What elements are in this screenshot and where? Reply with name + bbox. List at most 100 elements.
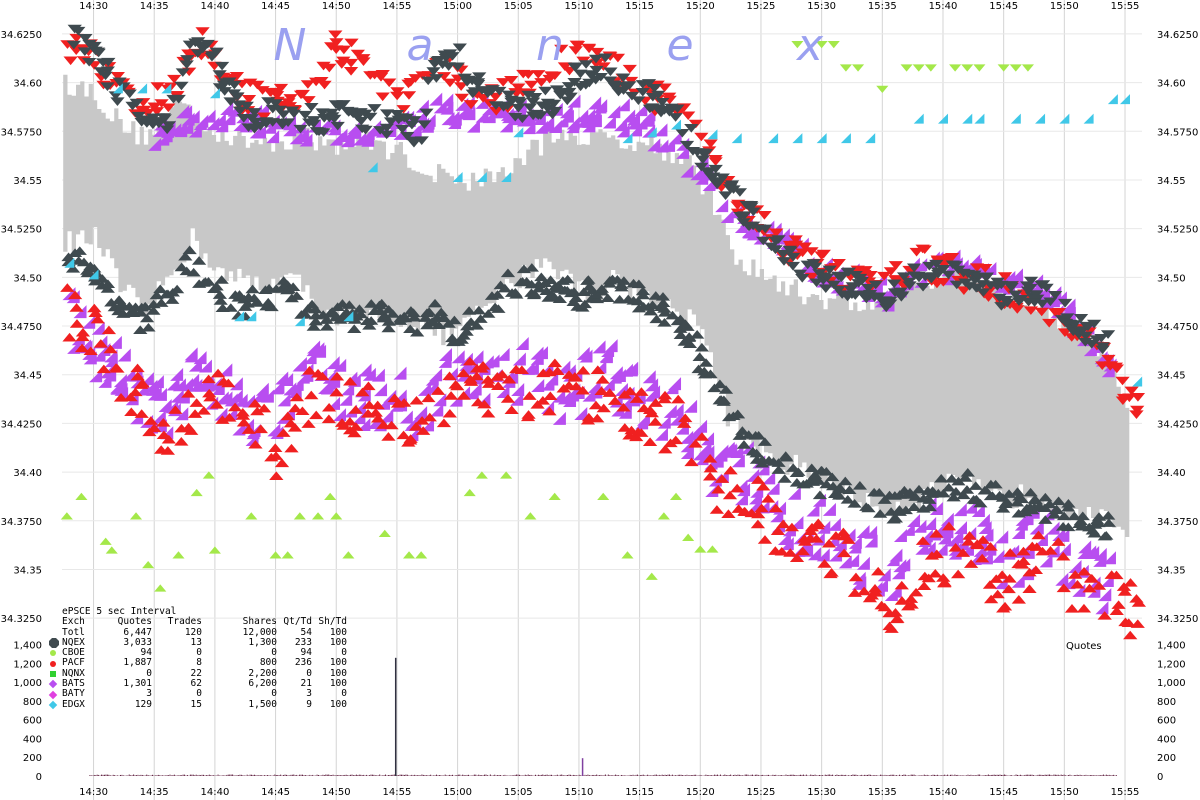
nqex-ask-marker (450, 62, 465, 72)
nqex-ask-marker (695, 155, 710, 165)
cboe-marker (99, 537, 112, 545)
nqex-bid-marker (692, 352, 707, 362)
y-tick-label: 34.35 (13, 565, 42, 576)
bats-bid-marker (734, 492, 748, 506)
bats-bid-marker (193, 351, 207, 365)
pacf-ask-marker (401, 79, 416, 89)
edgx-marker (865, 133, 876, 144)
bats-bid-marker (976, 513, 990, 527)
nqex-ask-marker (223, 97, 238, 106)
nqex-bid-marker (900, 490, 915, 499)
volume-tick-label: 600 (23, 716, 42, 727)
watermark-letter: e (666, 20, 693, 71)
bats-bid-marker (255, 386, 269, 400)
y-tick-labels-left: 34.6250 34.60 34.5750 34.55 34.5250 34.50 34.4… (1, 30, 42, 625)
nqex-bid-marker (886, 514, 901, 524)
nqex-ask-marker (445, 52, 460, 61)
bats-bid-marker (358, 363, 372, 377)
nqex-ask-marker (979, 272, 995, 282)
pacf-bid-marker (143, 416, 158, 425)
nqex-ask-marker (100, 82, 115, 91)
nqex-ask-marker (746, 207, 761, 217)
pacf-bid-marker (1130, 619, 1145, 628)
nqex-ask-marker (607, 80, 622, 90)
nqex-bid-marker (936, 488, 951, 498)
pacf-bid-marker (810, 520, 825, 530)
pacf-bid-marker (901, 601, 916, 611)
bats-ask-marker (654, 123, 668, 137)
cboe-marker (154, 584, 167, 592)
nqex-ask-marker (945, 260, 960, 270)
bats-bid-marker (393, 366, 407, 380)
nqex-ask-marker (670, 104, 685, 114)
bats-ask-marker (266, 130, 280, 144)
nqex-ask-marker (156, 113, 171, 122)
pacf-bid-marker (520, 412, 536, 422)
pacf-bid-marker (642, 405, 658, 415)
nqex-ask-marker (834, 273, 849, 283)
nqex-ask-marker (417, 120, 432, 129)
bats-bid-marker (451, 350, 465, 364)
cboe-marker (961, 64, 974, 72)
bats-bid-marker (525, 361, 539, 375)
nqex-ask-marker (896, 272, 912, 281)
pacf-bid-marker (754, 503, 769, 513)
bats-bid-marker (668, 377, 682, 391)
edgx-marker (962, 113, 973, 124)
cboe-marker (912, 64, 925, 72)
y-tick-label: 34.4250 (1, 419, 42, 430)
nqex-bid-marker (552, 294, 567, 303)
bats-ask-marker (329, 132, 343, 146)
watermark-letter: x (795, 20, 824, 71)
x-tick-label: 15:35 (868, 787, 897, 798)
bats-bid-marker (1098, 588, 1112, 602)
nqex-bid-marker (1038, 492, 1053, 502)
pacf-bid-marker (1070, 579, 1085, 589)
pacf-bid-marker (916, 581, 932, 591)
nqex-ask-marker (726, 185, 741, 194)
y-tick-label: 34.3750 (1157, 517, 1198, 528)
nqex-bid-marker (819, 467, 834, 476)
pacf-bid-marker (568, 373, 583, 382)
nqex-bid-marker (527, 289, 542, 298)
pacf-bid-marker (714, 474, 730, 483)
bats-bid-marker (374, 383, 388, 397)
nqex-ask-marker (785, 261, 801, 271)
nqex-ask-marker (563, 92, 578, 102)
cboe-marker (694, 545, 707, 553)
bats-ask-marker (295, 129, 309, 143)
cboe-marker (524, 512, 537, 520)
nqex-bid-marker (655, 292, 671, 301)
x-tick-label: 15:45 (989, 1, 1018, 12)
pacf-bid-marker (1082, 583, 1097, 593)
pacf-bid-marker (161, 434, 176, 444)
edgx-marker (1083, 113, 1094, 124)
nqex-ask-marker (525, 97, 541, 107)
pacf-bid-marker (321, 414, 337, 424)
pacf-ask-marker (401, 91, 417, 100)
pacf-bid-marker (1123, 578, 1138, 587)
pacf-bid-marker (1022, 584, 1037, 594)
pacf-bid-marker (347, 428, 362, 438)
stats-row: NQNX 0 22 2,200 0 100 (50, 668, 347, 679)
bats-bid-marker (856, 556, 870, 570)
bats-bid-marker (277, 393, 291, 407)
bats-bid-marker (654, 427, 668, 441)
bats-bid-marker (260, 389, 274, 403)
bats-bid-marker (923, 517, 937, 531)
pacf-bid-marker (824, 568, 839, 577)
stats-cell-exch: PACF (62, 657, 85, 669)
bats-bid-marker (150, 375, 164, 389)
pacf-bid-marker (370, 400, 385, 410)
nqex-ask-marker (1004, 283, 1019, 292)
bats-bid-marker (995, 530, 1009, 544)
bats-ask-marker (668, 131, 682, 145)
nqex-bid-marker (690, 329, 705, 339)
pacf-bid-marker (235, 411, 251, 420)
nqex-ask-marker (383, 117, 399, 126)
pacf-bid-marker (1011, 595, 1026, 604)
pacf-bid-marker (268, 451, 284, 460)
bats-bid-marker (293, 357, 307, 371)
pacf-bid-marker (595, 375, 610, 384)
bats-bid-marker (953, 503, 967, 517)
